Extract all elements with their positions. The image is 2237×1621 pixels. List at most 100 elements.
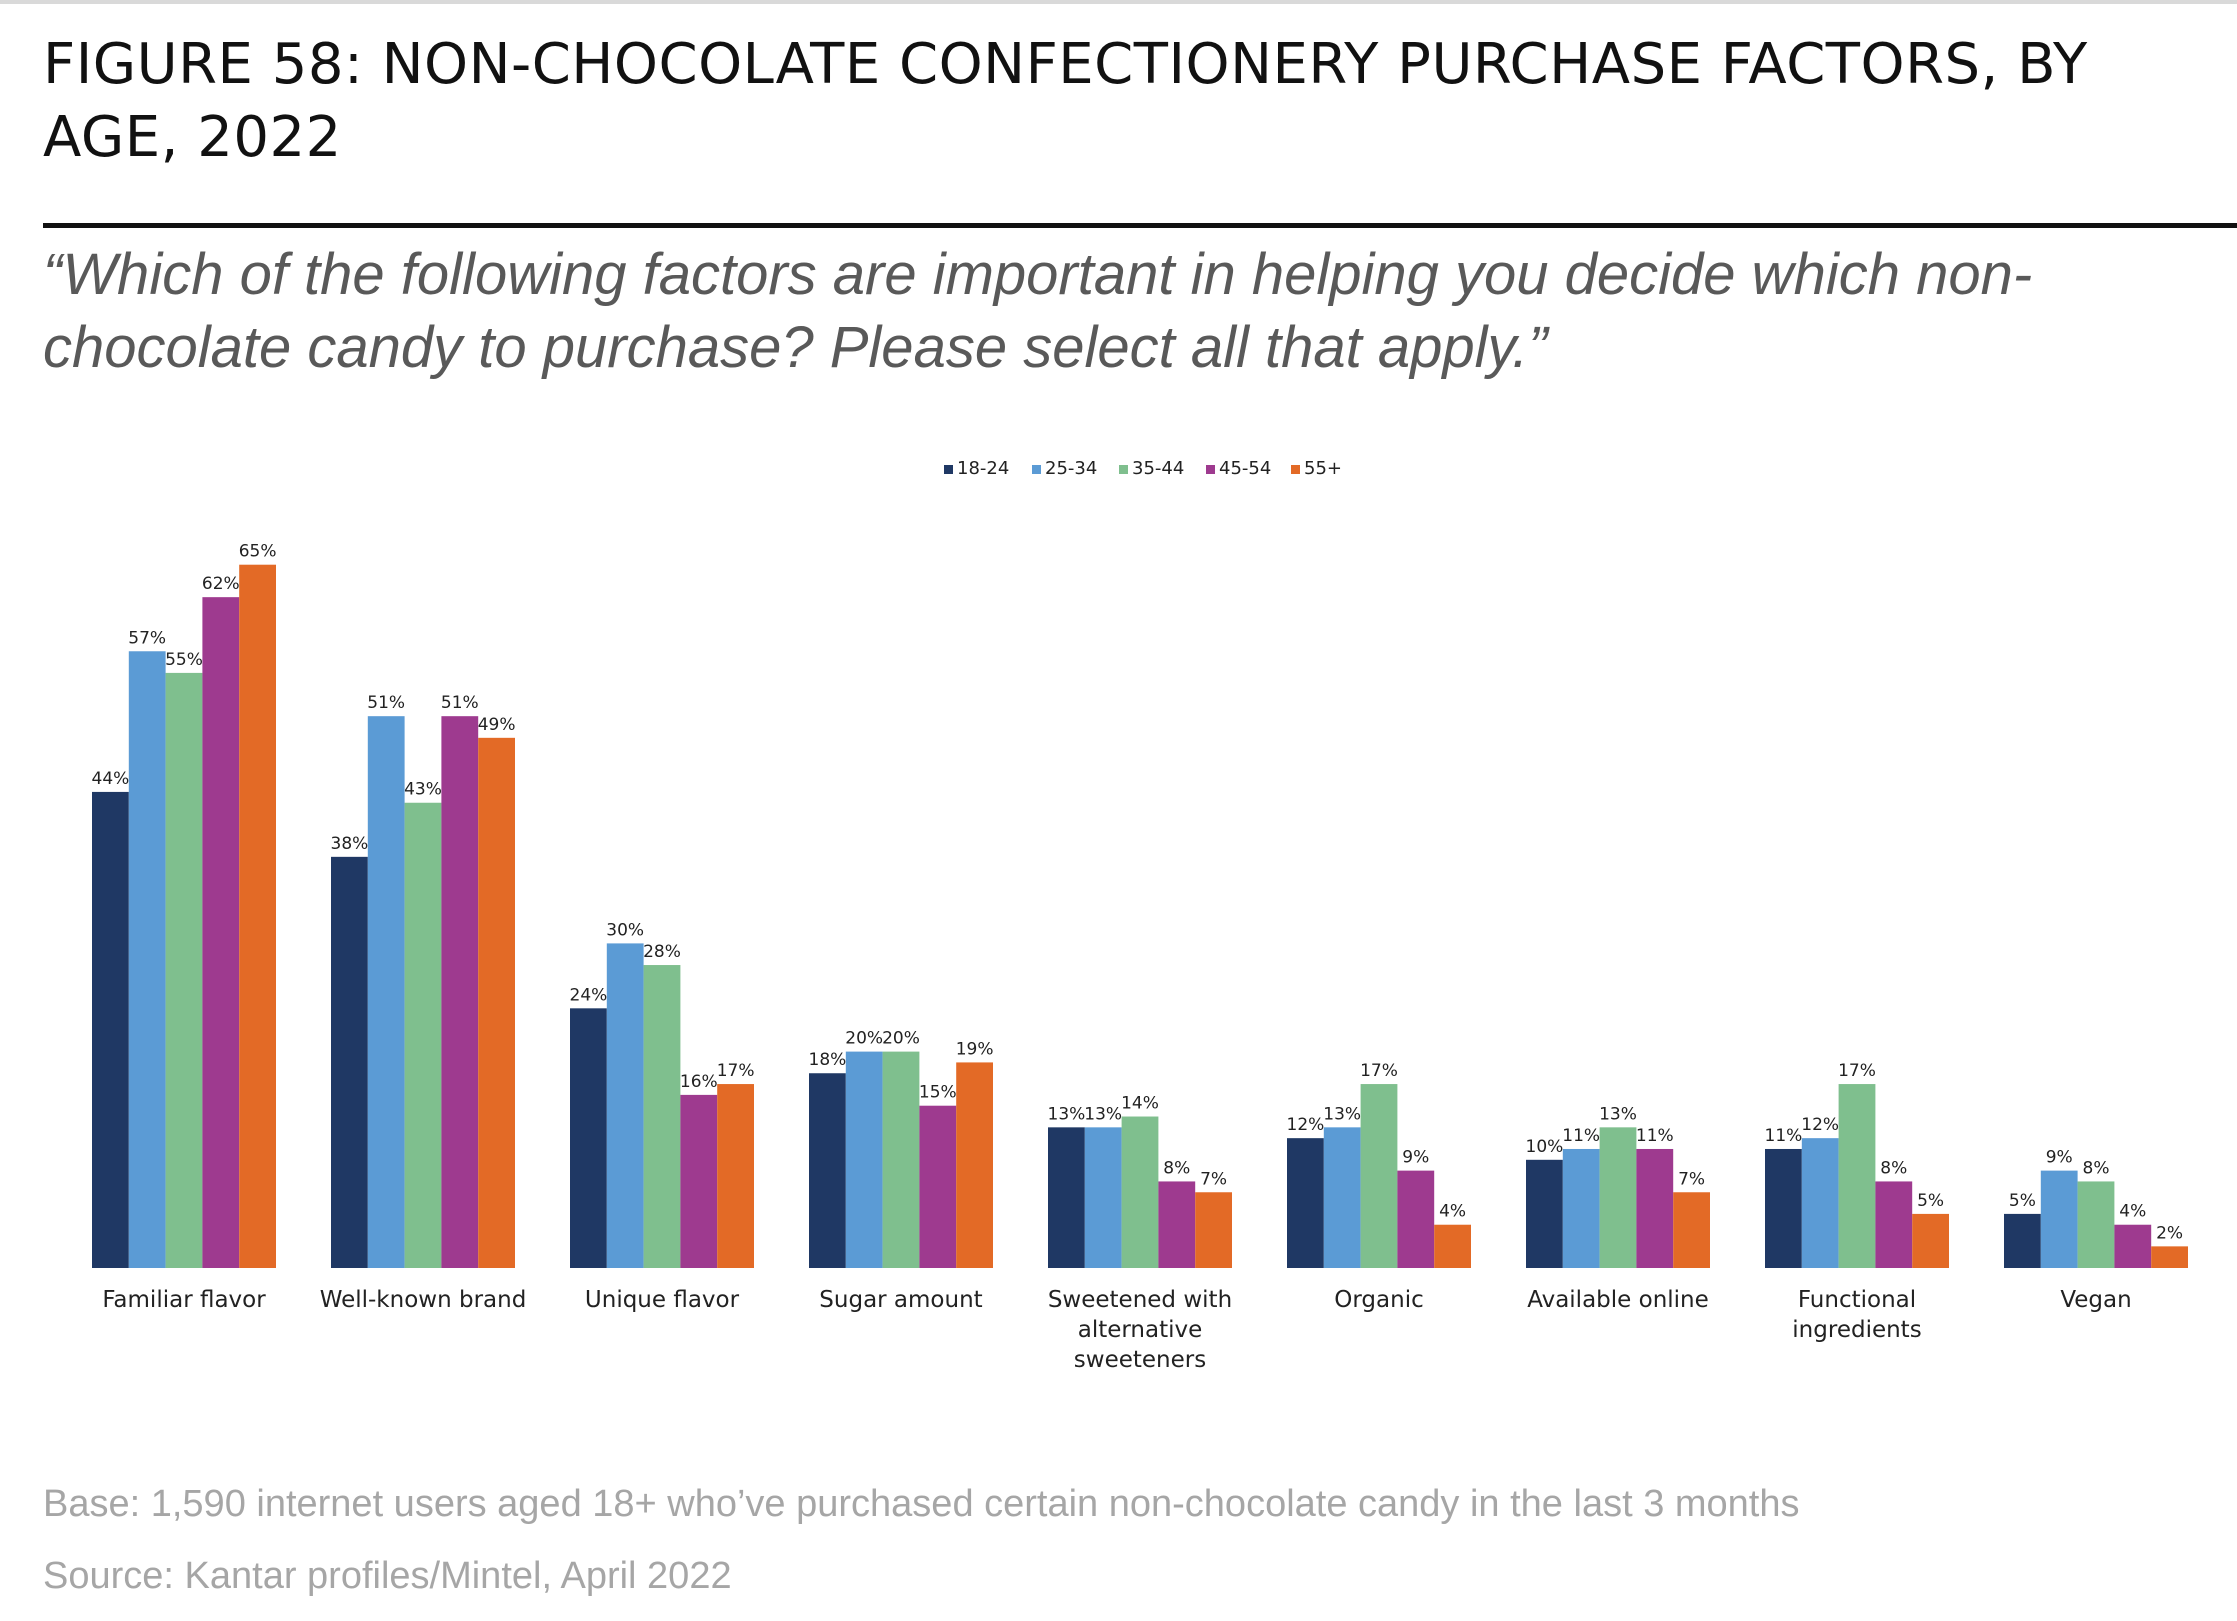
bar-5-35-44: [1360, 1084, 1398, 1268]
bar-2-25-34: [606, 943, 644, 1268]
survey-question: “Which of the following factors are impo…: [43, 242, 2033, 380]
legend-swatch-35-44: [1119, 465, 1128, 474]
data-label-1-55+: 49%: [478, 715, 516, 735]
category-label-3-0: Sugar amount: [819, 1287, 982, 1313]
chart-category-labels: Familiar flavor Well-known brand Unique fl…: [102, 1287, 2131, 1373]
category-label-5-0: Organic: [1334, 1287, 1423, 1313]
bar-7-25-34: [1801, 1138, 1839, 1268]
data-label-3-35-44: 20%: [882, 1029, 920, 1049]
title-divider: [43, 223, 2237, 228]
bar-8-35-44: [2077, 1181, 2115, 1268]
data-label-1-25-34: 51%: [367, 693, 405, 713]
category-label-8-0: Vegan: [2060, 1287, 2131, 1313]
data-label-6-18-24: 10%: [1526, 1137, 1564, 1157]
bar-4-18-24: [1048, 1127, 1085, 1268]
bar-2-55+: [717, 1084, 754, 1268]
category-label-6-0: Available online: [1527, 1287, 1709, 1313]
bar-7-18-24: [1765, 1148, 1802, 1268]
bar-3-45-54: [919, 1105, 957, 1268]
bar-8-25-34: [2040, 1170, 2078, 1268]
data-label-7-55+: 5%: [1917, 1191, 1944, 1211]
data-label-2-45-54: 16%: [680, 1072, 718, 1092]
category-label-0-0: Familiar flavor: [102, 1287, 266, 1313]
data-label-2-55+: 17%: [717, 1061, 755, 1081]
bar-6-18-24: [1526, 1159, 1563, 1268]
bar-6-25-34: [1562, 1148, 1600, 1268]
data-label-6-45-54: 11%: [1636, 1126, 1674, 1146]
data-label-8-55+: 2%: [2156, 1223, 2183, 1243]
data-label-2-35-44: 28%: [643, 942, 681, 962]
bar-4-25-34: [1084, 1127, 1122, 1268]
data-label-5-35-44: 17%: [1360, 1061, 1398, 1081]
category-label-1-0: Well-known brand: [320, 1287, 527, 1313]
data-label-0-35-44: 55%: [165, 650, 203, 670]
data-label-6-35-44: 13%: [1599, 1104, 1637, 1124]
legend-swatch-18-24: [944, 465, 953, 474]
data-label-6-55+: 7%: [1678, 1169, 1705, 1189]
bar-3-18-24: [809, 1073, 846, 1268]
bar-3-35-44: [882, 1051, 920, 1268]
data-label-4-35-44: 14%: [1121, 1094, 1159, 1114]
bar-6-35-44: [1599, 1127, 1637, 1268]
bar-1-35-44: [404, 802, 442, 1268]
data-label-1-18-24: 38%: [331, 834, 369, 854]
data-label-2-25-34: 30%: [606, 920, 644, 940]
data-label-1-35-44: 43%: [404, 780, 442, 800]
data-label-4-25-34: 13%: [1084, 1104, 1122, 1124]
data-label-7-25-34: 12%: [1801, 1115, 1839, 1135]
data-label-7-45-54: 8%: [1880, 1158, 1907, 1178]
data-label-5-18-24: 12%: [1287, 1115, 1325, 1135]
legend-swatch-25-34: [1032, 465, 1041, 474]
legend-swatch-45-54: [1206, 465, 1215, 474]
data-label-5-55+: 4%: [1439, 1202, 1466, 1222]
category-label-4-0: Sweetened with: [1048, 1287, 1232, 1313]
data-label-8-25-34: 9%: [2046, 1148, 2073, 1168]
bar-0-18-24: [92, 791, 129, 1268]
bar-0-25-34: [128, 651, 166, 1268]
category-label-4-1: alternative: [1078, 1317, 1203, 1343]
bar-4-35-44: [1121, 1116, 1159, 1268]
bar-7-45-54: [1875, 1181, 1913, 1268]
data-label-2-18-24: 24%: [570, 985, 608, 1005]
data-label-3-45-54: 15%: [919, 1083, 957, 1103]
legend-label-25-34: 25-34: [1045, 458, 1097, 479]
data-label-5-25-34: 13%: [1323, 1104, 1361, 1124]
bar-5-55+: [1434, 1224, 1471, 1268]
data-label-0-18-24: 44%: [92, 769, 130, 789]
data-label-5-45-54: 9%: [1402, 1148, 1429, 1168]
bar-6-45-54: [1636, 1148, 1674, 1268]
legend-swatch-55+: [1291, 465, 1300, 474]
bar-3-55+: [956, 1062, 993, 1268]
top-border: [0, 0, 2237, 4]
bar-6-55+: [1673, 1192, 1710, 1268]
chart-bars: [92, 564, 2188, 1268]
bar-2-45-54: [680, 1094, 718, 1268]
legend-label-35-44: 35-44: [1132, 458, 1184, 479]
bar-2-35-44: [643, 965, 681, 1268]
base-note: Base: 1,590 internet users aged 18+ who’…: [43, 1483, 1800, 1525]
data-label-1-45-54: 51%: [441, 693, 479, 713]
bar-1-18-24: [331, 856, 368, 1268]
data-label-3-25-34: 20%: [845, 1029, 883, 1049]
data-label-6-25-34: 11%: [1562, 1126, 1600, 1146]
bar-8-45-54: [2114, 1224, 2152, 1268]
bar-5-18-24: [1287, 1138, 1324, 1268]
chart-data-labels: 44%57%55%62%65%38%51%43%51%49%24%30%28%1…: [92, 542, 2184, 1244]
data-label-7-35-44: 17%: [1838, 1061, 1876, 1081]
data-label-8-35-44: 8%: [2083, 1158, 2110, 1178]
legend-label-55+: 55+: [1304, 458, 1342, 479]
data-label-8-18-24: 5%: [2009, 1191, 2036, 1211]
grouped-bar-chart: 18-24 25-34 35-44 45-54 55+ 44% 57%55% 62% 65% 3…: [92, 458, 2188, 1373]
data-label-0-45-54: 62%: [202, 574, 240, 594]
bar-1-55+: [478, 737, 515, 1268]
category-label-4-2: sweeteners: [1074, 1347, 1206, 1373]
data-label-7-18-24: 11%: [1765, 1126, 1803, 1146]
data-label-8-45-54: 4%: [2119, 1202, 2146, 1222]
data-label-3-55+: 19%: [956, 1039, 994, 1059]
legend-label-45-54: 45-54: [1219, 458, 1271, 479]
bar-5-45-54: [1397, 1170, 1435, 1268]
bar-1-25-34: [367, 716, 405, 1268]
bar-7-55+: [1912, 1213, 1949, 1268]
category-label-2-0: Unique flavor: [585, 1287, 740, 1313]
category-label-7-1: ingredients: [1792, 1317, 1921, 1343]
